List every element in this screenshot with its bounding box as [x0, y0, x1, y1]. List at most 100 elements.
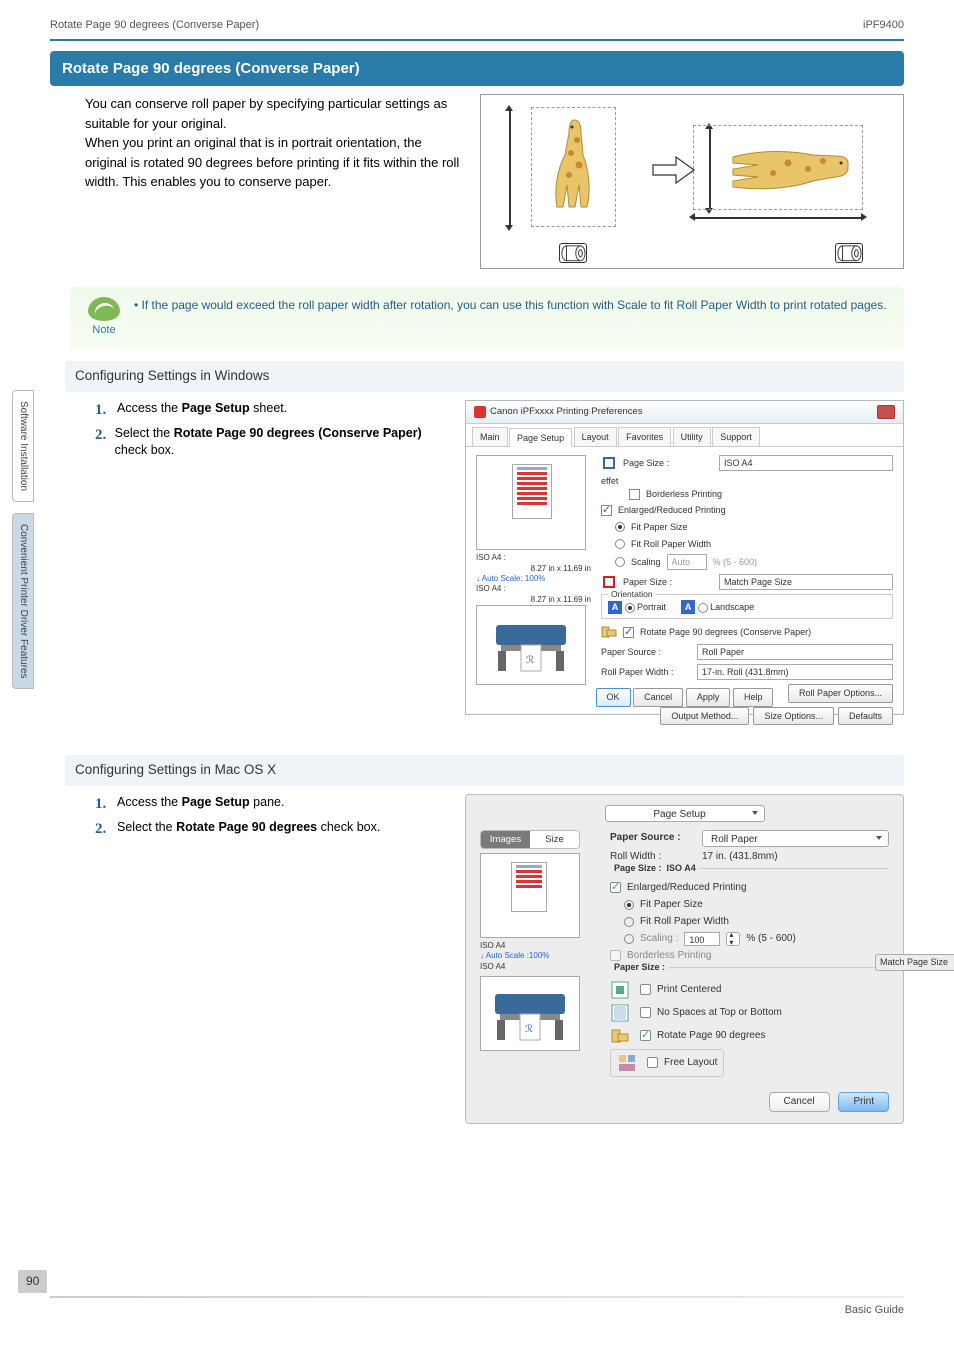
arrow-right-icon	[651, 155, 696, 185]
portrait-icon: A	[608, 600, 622, 614]
size-options-button[interactable]: Size Options...	[753, 707, 834, 726]
mac-scaling-input[interactable]: 100	[684, 932, 720, 946]
mac-preview-tabs: Images Size	[480, 830, 580, 849]
cancel-button[interactable]: Cancel	[633, 688, 683, 707]
paper-size-icon	[601, 574, 617, 590]
giraffe-landscape-icon	[703, 133, 853, 201]
mac-row: 1.Access the Page Setup pane. 2.Select t…	[95, 794, 904, 1124]
no-spaces-icon	[610, 1003, 630, 1023]
tab-size[interactable]: Size	[530, 831, 579, 848]
landscape-icon: A	[681, 600, 695, 614]
footer-label: Basic Guide	[845, 1303, 904, 1318]
rotate-icon	[610, 1026, 630, 1046]
roll-icon	[835, 243, 863, 263]
tab-support[interactable]: Support	[712, 427, 760, 447]
enlarged-checkbox[interactable]	[601, 505, 612, 516]
win-preview-col: ISO A4 : 8.27 in x 11.69 in ↓ Auto Scale…	[476, 455, 591, 674]
mac-dialog-footer: Cancel Print	[480, 1080, 889, 1112]
giraffe-portrait-icon	[539, 115, 609, 215]
landscape-radio[interactable]	[698, 603, 708, 613]
mac-preview-col: Images Size ISO A4 ↓ Auto Scale :100% IS…	[480, 830, 600, 1080]
no-spaces-checkbox[interactable]	[640, 1007, 651, 1018]
mac-fields: Paper Source : Roll Paper Roll Width :17…	[610, 830, 889, 1080]
borderless-checkbox[interactable]	[629, 489, 640, 500]
mac-rotate-checkbox[interactable]	[640, 1030, 651, 1041]
roll-width-select[interactable]: 17-in. Roll (431.8mm)	[697, 664, 893, 680]
footer-rule	[50, 1296, 904, 1298]
tab-favorites[interactable]: Favorites	[618, 427, 671, 447]
note-icon: Note	[84, 297, 124, 338]
header-right: iPF9400	[863, 18, 904, 33]
tab-utility[interactable]: Utility	[673, 427, 711, 447]
mac-borderless-checkbox[interactable]	[610, 950, 621, 961]
centered-icon	[610, 980, 630, 1000]
win-dialog: Canon iPFxxxx Printing Preferences Main …	[465, 400, 904, 715]
roll-icon	[559, 243, 587, 263]
win-dialog-body: ISO A4 : 8.27 in x 11.69 in ↓ Auto Scale…	[466, 447, 903, 682]
mac-paper-source-select[interactable]: Roll Paper	[702, 830, 889, 847]
note-box: Note • If the page would exceed the roll…	[70, 287, 904, 348]
scaling-radio[interactable]	[615, 557, 625, 567]
pane-select[interactable]: Page Setup	[605, 805, 765, 822]
mac-scaling-radio[interactable]	[624, 934, 634, 944]
intro-text: You can conserve roll paper by specifyin…	[85, 94, 465, 269]
mac-heading: Configuring Settings in Mac OS X	[65, 755, 904, 786]
portrait-radio[interactable]	[625, 603, 635, 613]
apply-button[interactable]: Apply	[686, 688, 731, 707]
win-steps: 1.Access the Page Setup sheet. 2.Select …	[95, 400, 445, 464]
win-row: 1.Access the Page Setup sheet. 2.Select …	[95, 400, 904, 715]
paper-source-select[interactable]: Roll Paper	[697, 644, 893, 660]
mac-fit-paper-radio[interactable]	[624, 900, 634, 910]
free-layout-icon	[617, 1053, 637, 1073]
fit-paper-radio[interactable]	[615, 522, 625, 532]
tab-main[interactable]: Main	[472, 427, 508, 447]
page-size-select[interactable]: ISO A4	[719, 455, 893, 471]
svg-text:ℛ: ℛ	[526, 655, 534, 666]
fit-roll-radio[interactable]	[615, 539, 625, 549]
defaults-button[interactable]: Defaults	[838, 707, 893, 726]
tab-images[interactable]: Images	[481, 831, 530, 848]
mac-fit-roll-radio[interactable]	[624, 917, 634, 927]
section-title: Rotate Page 90 degrees (Converse Paper)	[50, 51, 904, 86]
output-method-button[interactable]: Output Method...	[660, 707, 749, 726]
mac-steps: 1.Access the Page Setup pane. 2.Select t…	[95, 794, 445, 844]
mac-dialog: Page Setup Images Size ISO A4 ↓ Auto Sca…	[465, 794, 904, 1124]
orientation-group: Orientation A Portrait A Landscape	[601, 594, 893, 619]
side-tab-install[interactable]: Software Installation	[12, 390, 34, 502]
roll-options-button[interactable]: Roll Paper Options...	[788, 684, 893, 703]
rotate-icon	[601, 624, 617, 640]
win-heading: Configuring Settings in Windows	[65, 361, 904, 392]
side-tab-driver[interactable]: Convenient Printer Driver Features	[12, 513, 34, 690]
header-row: Rotate Page 90 degrees (Converse Paper) …	[0, 0, 954, 37]
win-fields: Page Size : ISO A4 effet Borderless Prin…	[601, 455, 893, 674]
mac-cancel-button[interactable]: Cancel	[769, 1092, 830, 1112]
mac-print-button[interactable]: Print	[838, 1092, 889, 1112]
page-preview	[476, 455, 586, 550]
stepper-icon[interactable]	[726, 932, 740, 946]
ok-button[interactable]: OK	[596, 688, 631, 707]
tab-layout[interactable]: Layout	[574, 427, 617, 447]
page-number: 90	[18, 1270, 47, 1293]
rotate-checkbox[interactable]	[623, 627, 634, 638]
svg-text:ℛ: ℛ	[525, 1024, 533, 1035]
intro-block: You can conserve roll paper by specifyin…	[85, 94, 904, 269]
paper-size-select[interactable]: Match Page Size	[719, 574, 893, 590]
page-size-icon	[601, 455, 617, 471]
win-tabstrip: Main Page Setup Layout Favorites Utility…	[466, 424, 903, 448]
help-button[interactable]: Help	[733, 688, 774, 707]
free-layout-checkbox[interactable]	[647, 1057, 658, 1068]
mac-page-preview	[480, 853, 580, 938]
close-icon[interactable]	[877, 405, 895, 419]
printer-preview: ℛ	[476, 605, 586, 685]
mac-paper-size-select[interactable]: Match Page Size	[875, 954, 954, 971]
side-tabs: Software Installation Convenient Printer…	[12, 390, 34, 697]
win-dialog-titlebar: Canon iPFxxxx Printing Preferences	[466, 401, 903, 424]
tab-page-setup[interactable]: Page Setup	[509, 428, 572, 448]
print-centered-checkbox[interactable]	[640, 984, 651, 995]
header-rule	[50, 39, 904, 41]
mac-enlarged-checkbox[interactable]	[610, 882, 621, 893]
rotation-diagram	[480, 94, 904, 269]
mac-printer-preview: ℛ	[480, 976, 580, 1051]
note-text: • If the page would exceed the roll pape…	[134, 297, 887, 338]
header-left: Rotate Page 90 degrees (Converse Paper)	[50, 18, 259, 33]
